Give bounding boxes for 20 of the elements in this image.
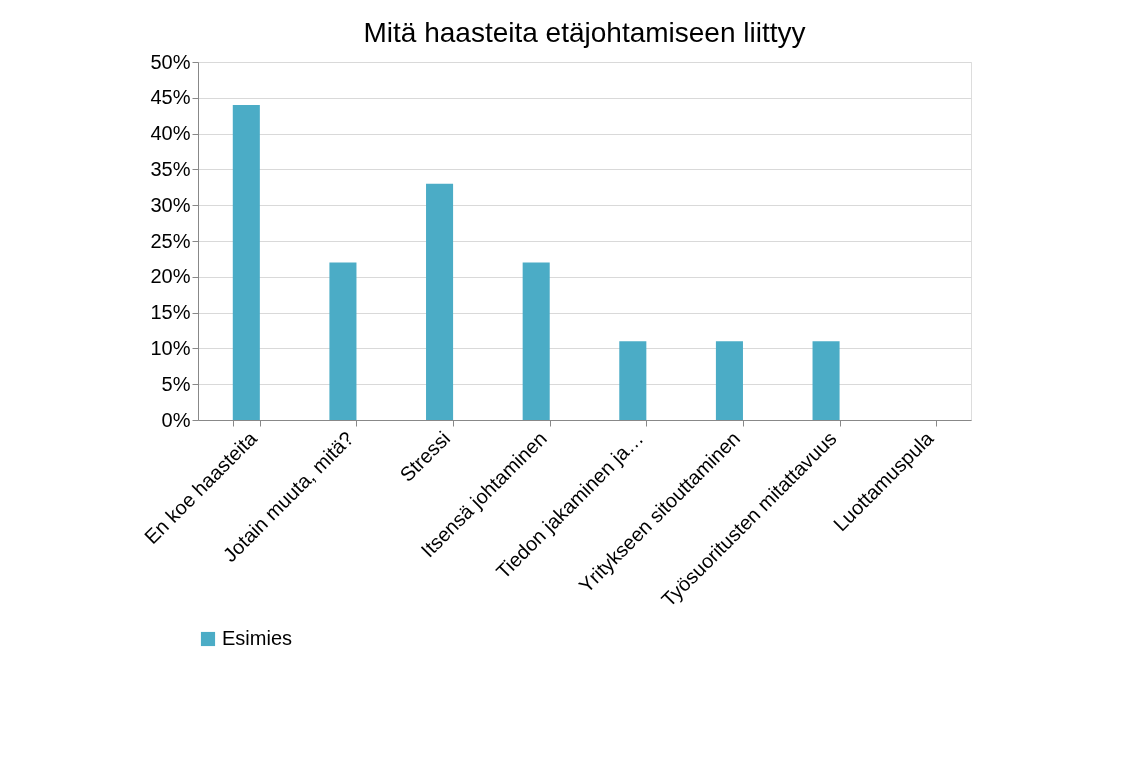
bar (232, 104, 260, 420)
bar (329, 262, 357, 420)
y-tick-label: 30% (150, 193, 191, 216)
bar (522, 262, 550, 420)
y-tick-label: 15% (150, 301, 191, 324)
chart-title: Mitä haasteita etäjohtamiseen liittyy (363, 17, 806, 48)
y-tick-label: 40% (150, 122, 191, 145)
bar (715, 341, 743, 420)
y-tick-label: 5% (161, 372, 191, 395)
y-tick-label: 45% (150, 86, 191, 109)
y-tick-label: 0% (161, 408, 191, 431)
bar (812, 341, 840, 420)
y-tick-label: 50% (150, 50, 191, 73)
legend-label: Esimies (222, 627, 293, 649)
y-tick-label: 10% (150, 336, 191, 359)
y-tick-label: 25% (150, 229, 191, 252)
bar (426, 183, 454, 420)
bar (619, 341, 647, 420)
y-tick-label: 20% (150, 265, 191, 288)
y-tick-label: 35% (150, 157, 191, 180)
